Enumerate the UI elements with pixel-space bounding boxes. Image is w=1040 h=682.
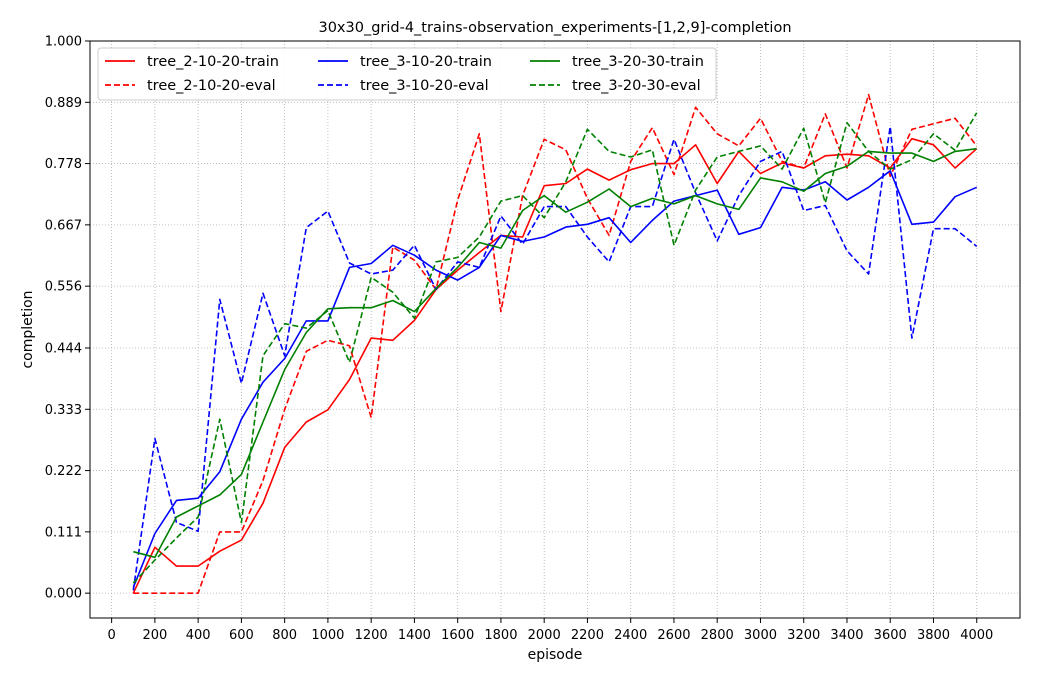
y-tick-label: 0.222	[45, 464, 82, 479]
x-tick-label: 2200	[571, 628, 604, 643]
x-tick-label: 0	[107, 628, 115, 643]
y-tick-label: 0.778	[45, 157, 82, 172]
y-tick-label: 1.000	[45, 35, 82, 50]
chart-title: 30x30_grid-4_trains-observation_experime…	[318, 20, 791, 36]
y-tick-label: 0.889	[45, 96, 82, 111]
plot-area-frame	[89, 40, 1021, 619]
x-tick-label: 1800	[484, 628, 517, 643]
legend-label: tree_2-10-20-train	[147, 54, 279, 70]
y-tick-label: 0.111	[45, 525, 82, 540]
legend-label: tree_3-20-30-eval	[572, 78, 701, 94]
y-tick-label: 0.333	[45, 403, 82, 418]
x-tick-label: 2000	[528, 628, 561, 643]
x-tick-label: 600	[229, 628, 254, 643]
legend-label: tree_2-10-20-eval	[147, 78, 276, 94]
x-tick-label: 3000	[744, 628, 777, 643]
legend-label: tree_3-10-20-eval	[360, 78, 489, 94]
x-tick-label: 800	[272, 628, 297, 643]
legend-label: tree_3-20-30-train	[572, 54, 704, 70]
x-tick-label: 3200	[787, 628, 820, 643]
y-axis-ticks: 0.000 0.111 0.222 0.333 0.444 0.556 0.667 0.778…	[45, 35, 90, 602]
x-tick-label: 400	[186, 628, 211, 643]
x-tick-label: 3400	[830, 628, 863, 643]
legend-label: tree_3-10-20-train	[360, 54, 492, 70]
x-tick-label: 3800	[917, 628, 950, 643]
series-line-tree_3-20-30-eval	[132, 112, 978, 584]
y-axis-label: completion	[20, 290, 36, 368]
series-line-tree_2-10-20-eval	[133, 93, 978, 595]
x-tick-label: 1600	[441, 628, 474, 643]
y-tick-label: 0.000	[45, 587, 82, 602]
y-tick-label: 0.444	[45, 341, 82, 356]
x-axis-label: episode	[528, 647, 583, 663]
y-tick-label: 0.667	[45, 218, 82, 233]
legend-frame	[97, 47, 717, 101]
series-line-tree_3-10-20-train	[132, 170, 978, 588]
x-tick-label: 1000	[311, 628, 344, 643]
x-tick-label: 200	[142, 628, 167, 643]
x-tick-label: 4000	[960, 628, 993, 643]
series-line-tree_3-20-30-train	[133, 147, 977, 559]
series-line-tree_2-10-20-train	[132, 137, 978, 594]
legend: tree_2-10-20-train tree_2-10-20-eval tree_…	[97, 47, 717, 101]
x-tick-label: 1200	[355, 628, 388, 643]
x-tick-label: 3600	[874, 628, 907, 643]
x-axis-ticks: 0 200 400 600 800 1000 1200 1400 1600 1800 2000 220…	[107, 618, 993, 643]
x-tick-label: 2600	[657, 628, 690, 643]
series-lines	[132, 93, 978, 595]
y-tick-label: 0.556	[45, 280, 82, 295]
x-tick-label: 2400	[614, 628, 647, 643]
x-tick-label: 1400	[398, 628, 431, 643]
x-tick-label: 2800	[701, 628, 734, 643]
